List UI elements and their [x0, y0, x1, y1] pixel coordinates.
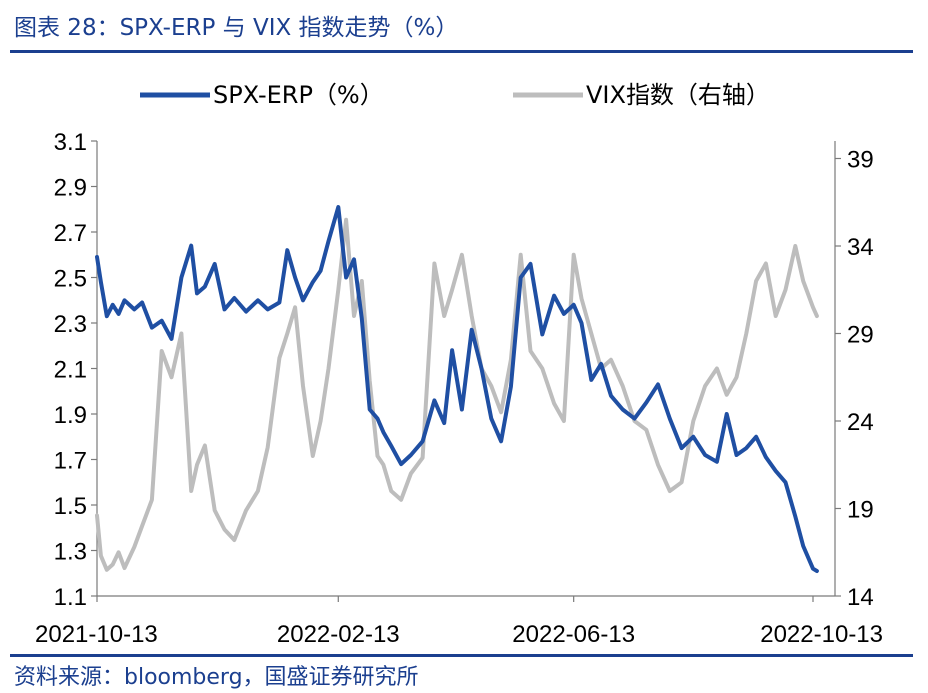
top-rule [10, 50, 913, 53]
left-tick-label: 1.9 [54, 402, 87, 429]
spx-erp-line [95, 205, 819, 573]
left-tick-label: 2.5 [54, 266, 87, 293]
x-tick-label: 2022-06-13 [512, 621, 635, 648]
x-tick-label: 2021-10-13 [35, 621, 158, 648]
source-note: 资料来源：bloomberg，国盛证券研究所 [14, 665, 419, 690]
left-tick-label: 1.7 [54, 448, 87, 475]
right-tick-label: 39 [847, 147, 874, 174]
left-tick-label: 2.1 [54, 357, 87, 384]
left-tick-label: 1.5 [54, 493, 87, 520]
legend-label-spx: SPX-ERP（%） [213, 81, 384, 109]
right-tick-label: 19 [847, 497, 874, 524]
legend-label-vix: VIX指数（右轴） [586, 81, 770, 109]
x-tick-label: 2022-02-13 [277, 621, 400, 648]
right-tick-label: 29 [847, 322, 874, 349]
left-tick-label: 3.1 [54, 129, 87, 156]
vix-line [95, 217, 819, 572]
chart-title: 图表 28：SPX-ERP 与 VIX 指数走势（%） [14, 15, 459, 41]
right-tick-label: 14 [847, 584, 874, 611]
left-tick-label: 2.7 [54, 220, 87, 247]
left-tick-label: 1.1 [54, 584, 87, 611]
x-tick-label: 2022-10-13 [760, 621, 883, 648]
right-tick-label: 24 [847, 409, 874, 436]
bottom-rule [10, 654, 913, 657]
legend: SPX-ERP（%） VIX指数（右轴） [140, 81, 770, 109]
left-tick-label: 2.3 [54, 311, 87, 338]
left-tick-label: 2.9 [54, 175, 87, 202]
left-tick-label: 1.3 [54, 539, 87, 566]
right-tick-label: 34 [847, 234, 874, 261]
